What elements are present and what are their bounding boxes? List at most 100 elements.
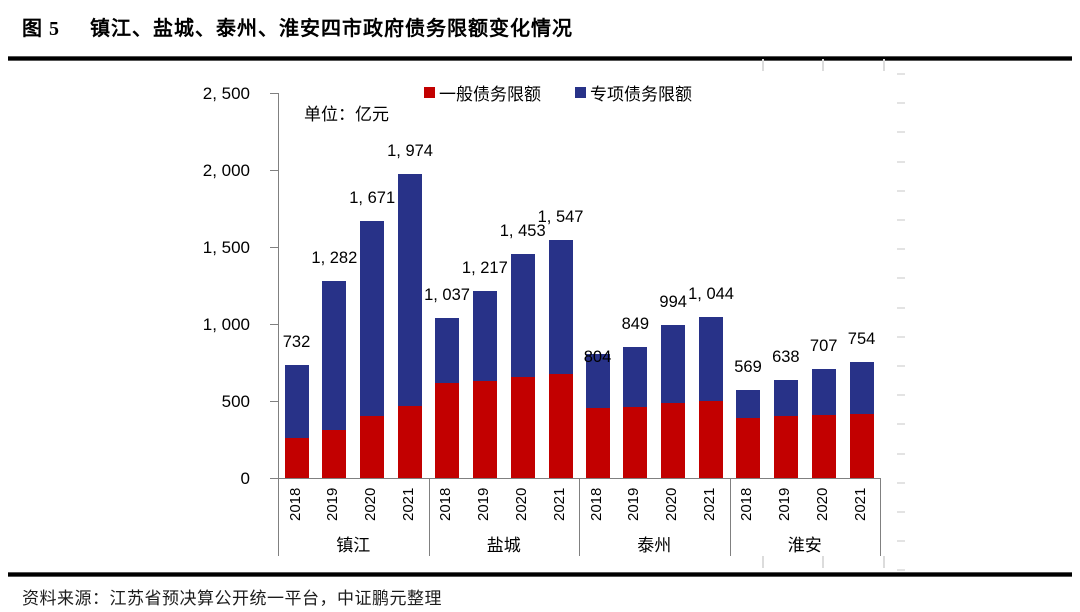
bar-segment-general bbox=[811, 415, 836, 478]
y-axis-label: 2, 000 bbox=[202, 161, 250, 180]
bar-segment-general bbox=[322, 430, 347, 478]
y-axis-tick bbox=[270, 92, 278, 94]
y-axis-tick bbox=[270, 246, 278, 248]
right-axis-tick bbox=[897, 306, 905, 309]
y-axis-tick bbox=[270, 477, 278, 479]
year-tick-label: 2018 bbox=[587, 487, 605, 521]
chart-legend: 一般债务限额 专项债务限额 bbox=[424, 80, 692, 105]
city-group-label: 泰州 bbox=[637, 536, 672, 555]
bar-segment-general bbox=[472, 380, 497, 478]
bar-total-label: 804 bbox=[583, 348, 612, 367]
bar-total-label: 994 bbox=[659, 292, 687, 311]
bar-segment-special bbox=[849, 361, 874, 415]
year-tick-label: 2020 bbox=[362, 487, 380, 521]
bar-segment-general bbox=[585, 407, 610, 478]
year-tick-label: 2019 bbox=[625, 487, 643, 521]
bar-total-label: 1, 547 bbox=[537, 207, 584, 226]
year-tick-label: 2018 bbox=[437, 487, 454, 521]
bar-total-label: 638 bbox=[772, 347, 800, 366]
bar-segment-special bbox=[811, 369, 836, 416]
y-axis-label: 0 bbox=[240, 469, 250, 488]
bar-segment-general bbox=[548, 374, 573, 478]
y-axis-label: 2, 500 bbox=[202, 84, 250, 103]
bar-segment-general bbox=[661, 402, 686, 478]
page-title: 镇江、盐城、泰州、淮安四市政府债务限额变化情况 bbox=[90, 18, 573, 40]
legend-label-general: 一般债务限额 bbox=[439, 85, 541, 104]
bar-segment-special bbox=[472, 290, 497, 381]
bar-segment-general bbox=[510, 377, 535, 478]
right-axis-tick bbox=[897, 452, 905, 455]
figure-title-row: 图 5 镇江、盐城、泰州、淮安四市政府债务限额变化情况 bbox=[22, 12, 573, 41]
artifact-tick-top bbox=[883, 59, 885, 71]
right-axis-tick bbox=[897, 131, 905, 134]
source-note: 资料来源：江苏省预决算公开统一平台，中证鹏元整理 bbox=[22, 589, 442, 608]
bar-segment-special bbox=[585, 354, 610, 408]
year-tick-label: 2021 bbox=[550, 487, 568, 521]
bar-segment-general bbox=[736, 417, 760, 478]
right-axis-tick bbox=[897, 394, 905, 397]
right-axis-tick bbox=[897, 511, 905, 513]
bar-total-label: 1, 037 bbox=[424, 286, 470, 305]
bar-segment-special bbox=[699, 317, 724, 401]
right-axis-tick bbox=[897, 277, 905, 280]
y-axis-tick bbox=[270, 169, 278, 171]
bar-total-label: 569 bbox=[734, 358, 762, 377]
right-axis-tick bbox=[897, 189, 905, 192]
year-tick-label: 2020 bbox=[813, 487, 831, 521]
legend-label-special: 专项债务限额 bbox=[590, 85, 692, 104]
artifact-tick-top bbox=[762, 59, 764, 71]
bar-total-label: 754 bbox=[847, 329, 876, 348]
bar-segment-general bbox=[435, 383, 459, 478]
year-tick-label: 2021 bbox=[400, 487, 418, 521]
unit-note: 单位：亿元 bbox=[304, 105, 389, 124]
year-tick-label: 2021 bbox=[851, 487, 869, 521]
city-group-label: 镇江 bbox=[336, 536, 371, 555]
top-rule bbox=[8, 56, 1072, 61]
bar-segment-special bbox=[736, 390, 760, 418]
right-axis-tick bbox=[897, 102, 905, 105]
bar-segment-general bbox=[398, 405, 423, 478]
year-tick-label: 2020 bbox=[663, 487, 681, 521]
bar-segment-special bbox=[284, 365, 309, 438]
bar-total-label: 1, 671 bbox=[349, 188, 396, 207]
artifact-tick-bottom bbox=[883, 556, 885, 568]
artifact-tick-bottom bbox=[762, 556, 764, 568]
city-group-label: 盐城 bbox=[486, 536, 521, 555]
bar-total-label: 732 bbox=[282, 333, 311, 352]
bar-segment-general bbox=[773, 416, 798, 478]
year-tick-label: 2020 bbox=[512, 487, 530, 521]
bar-segment-special bbox=[360, 220, 385, 416]
year-tick-label: 2018 bbox=[286, 487, 304, 521]
legend-swatch-general bbox=[424, 87, 435, 98]
bar-segment-general bbox=[360, 415, 385, 478]
right-axis-tick bbox=[897, 73, 905, 75]
bar-segment-special bbox=[623, 347, 648, 408]
year-tick-label: 2021 bbox=[701, 487, 719, 521]
legend-swatch-special bbox=[575, 87, 586, 98]
bar-segment-special bbox=[322, 280, 347, 431]
bar-segment-special bbox=[661, 324, 686, 403]
bar-segment-general bbox=[284, 437, 309, 478]
bar-total-label: 1, 453 bbox=[499, 222, 546, 241]
y-axis-label: 1, 500 bbox=[202, 238, 250, 257]
right-axis-tick bbox=[897, 335, 905, 338]
bottom-rule bbox=[8, 572, 1072, 577]
bar-total-label: 849 bbox=[621, 315, 650, 334]
group-divider bbox=[428, 478, 430, 556]
bar-total-label: 1, 974 bbox=[387, 142, 433, 160]
bar-segment-general bbox=[623, 407, 648, 478]
year-tick-label: 2019 bbox=[775, 487, 793, 521]
right-axis-tick bbox=[897, 569, 905, 572]
year-tick-label: 2019 bbox=[474, 487, 492, 521]
bar-segment-special bbox=[510, 254, 535, 378]
y-axis-label: 1, 000 bbox=[202, 315, 250, 334]
legend-item-special: 专项债务限额 bbox=[575, 80, 692, 105]
artifact-tick-bottom bbox=[822, 556, 824, 568]
y-axis-tick bbox=[270, 400, 278, 402]
right-axis-tick bbox=[897, 481, 905, 484]
right-axis-tick bbox=[897, 248, 905, 251]
group-divider bbox=[729, 478, 731, 556]
bar-segment-general bbox=[849, 414, 874, 478]
